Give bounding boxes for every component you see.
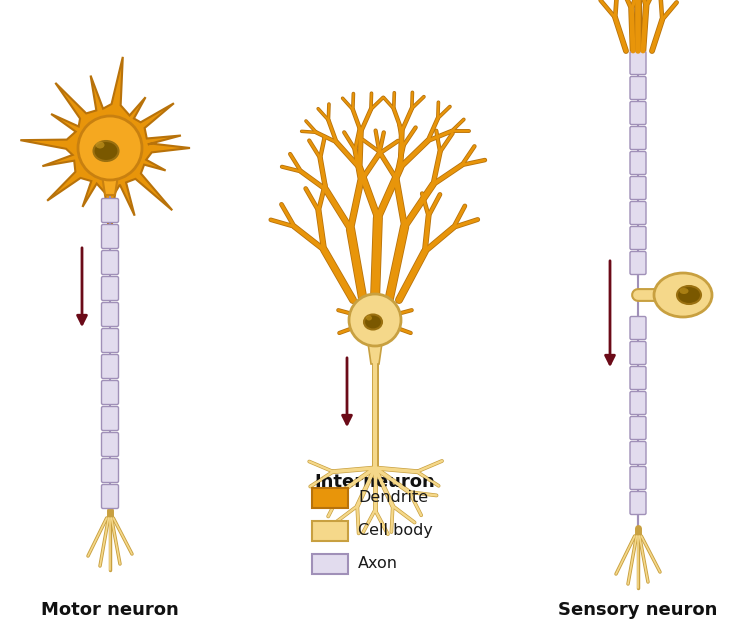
FancyBboxPatch shape	[630, 177, 646, 199]
Polygon shape	[102, 175, 118, 195]
FancyBboxPatch shape	[630, 126, 646, 149]
FancyBboxPatch shape	[630, 366, 646, 389]
Polygon shape	[368, 343, 382, 364]
Text: Interneuron: Interneuron	[315, 473, 435, 491]
FancyBboxPatch shape	[101, 485, 118, 509]
Text: Axon: Axon	[358, 556, 398, 572]
Ellipse shape	[95, 142, 104, 149]
FancyBboxPatch shape	[630, 417, 646, 439]
FancyBboxPatch shape	[101, 199, 118, 222]
FancyBboxPatch shape	[101, 432, 118, 457]
FancyBboxPatch shape	[630, 76, 646, 100]
FancyBboxPatch shape	[630, 392, 646, 415]
FancyBboxPatch shape	[630, 316, 646, 340]
FancyBboxPatch shape	[312, 521, 348, 541]
Ellipse shape	[94, 141, 118, 161]
FancyBboxPatch shape	[101, 276, 118, 300]
Ellipse shape	[364, 314, 382, 330]
FancyBboxPatch shape	[312, 488, 348, 508]
FancyBboxPatch shape	[312, 554, 348, 574]
FancyBboxPatch shape	[630, 102, 646, 124]
FancyBboxPatch shape	[101, 458, 118, 483]
FancyBboxPatch shape	[630, 227, 646, 250]
Text: Cell body: Cell body	[358, 523, 433, 538]
Text: Motor neuron: Motor neuron	[41, 601, 178, 619]
FancyBboxPatch shape	[630, 152, 646, 175]
Ellipse shape	[654, 273, 712, 317]
FancyBboxPatch shape	[101, 406, 118, 431]
FancyBboxPatch shape	[101, 225, 118, 248]
Ellipse shape	[677, 286, 701, 304]
FancyBboxPatch shape	[630, 467, 646, 490]
FancyBboxPatch shape	[630, 441, 646, 464]
FancyBboxPatch shape	[630, 342, 646, 364]
FancyBboxPatch shape	[101, 302, 118, 326]
FancyBboxPatch shape	[630, 51, 646, 74]
Circle shape	[349, 294, 401, 346]
FancyBboxPatch shape	[101, 250, 118, 274]
Circle shape	[78, 116, 142, 180]
FancyBboxPatch shape	[630, 491, 646, 514]
FancyBboxPatch shape	[630, 251, 646, 274]
FancyBboxPatch shape	[101, 380, 118, 404]
Polygon shape	[20, 57, 190, 243]
Text: Sensory neuron: Sensory neuron	[558, 601, 718, 619]
Ellipse shape	[680, 288, 688, 294]
FancyBboxPatch shape	[101, 328, 118, 352]
Text: Dendrite: Dendrite	[358, 490, 428, 505]
Ellipse shape	[366, 316, 372, 321]
FancyBboxPatch shape	[101, 354, 118, 378]
FancyBboxPatch shape	[630, 201, 646, 225]
